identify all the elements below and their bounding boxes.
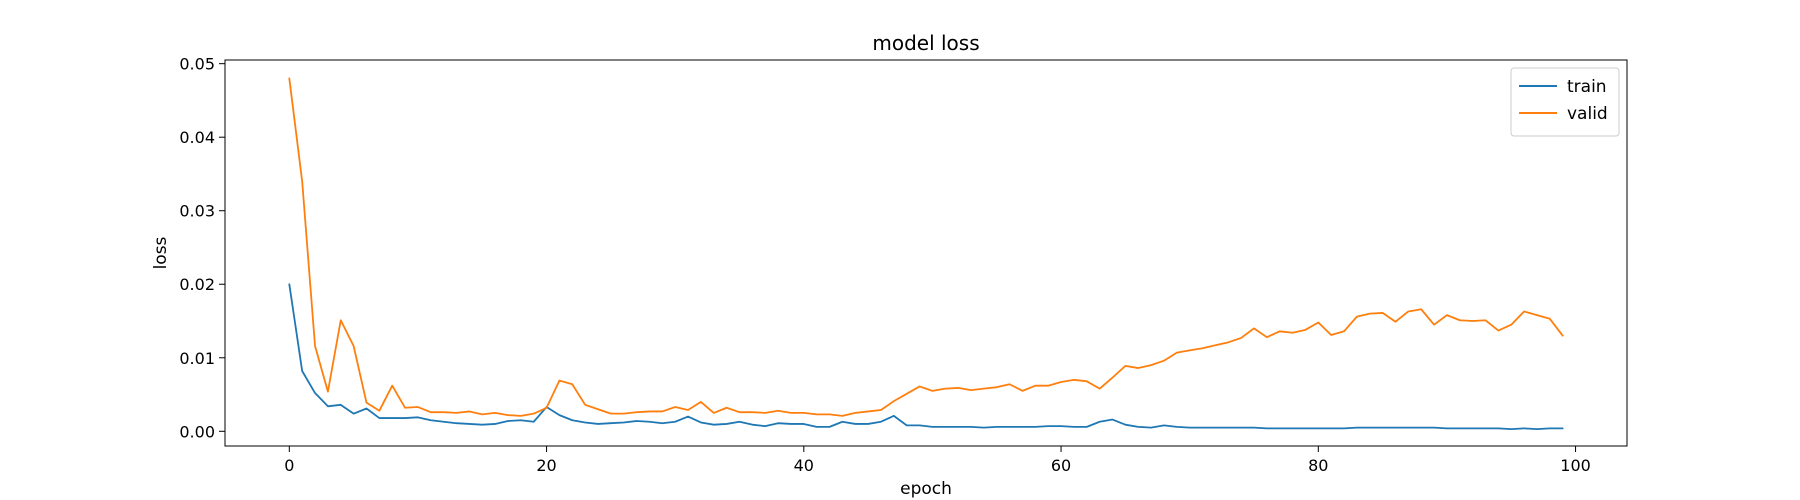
x-tick-label: 100 xyxy=(1560,456,1591,475)
y-tick-label: 0.05 xyxy=(179,55,215,74)
legend-label-train: train xyxy=(1567,77,1607,97)
series-lines xyxy=(288,77,1564,430)
y-axis-ticks: 0.00 0.01 0.02 0.03 0.04 0.05 xyxy=(179,55,225,441)
plot-frame xyxy=(224,59,1628,447)
y-tick-label: 0.00 xyxy=(179,422,215,441)
y-tick-label: 0.02 xyxy=(179,275,215,294)
legend-label-valid: valid xyxy=(1567,104,1608,124)
chart-title: model loss xyxy=(872,31,979,55)
y-axis-label: loss xyxy=(151,236,171,269)
series-line-train xyxy=(288,283,1564,430)
legend: train valid xyxy=(1510,67,1620,137)
x-tick-label: 0 xyxy=(284,456,294,475)
x-tick-label: 80 xyxy=(1308,456,1328,475)
series-line-valid xyxy=(288,77,1564,417)
y-tick-label: 0.01 xyxy=(179,349,215,368)
y-tick-label: 0.04 xyxy=(179,128,215,147)
y-tick-label: 0.03 xyxy=(179,202,215,221)
x-tick-label: 20 xyxy=(536,456,556,475)
x-axis-ticks: 0 20 40 60 80 100 xyxy=(284,446,1591,475)
x-tick-label: 60 xyxy=(1051,456,1071,475)
x-tick-label: 40 xyxy=(794,456,814,475)
x-axis-label: epoch xyxy=(900,479,952,499)
